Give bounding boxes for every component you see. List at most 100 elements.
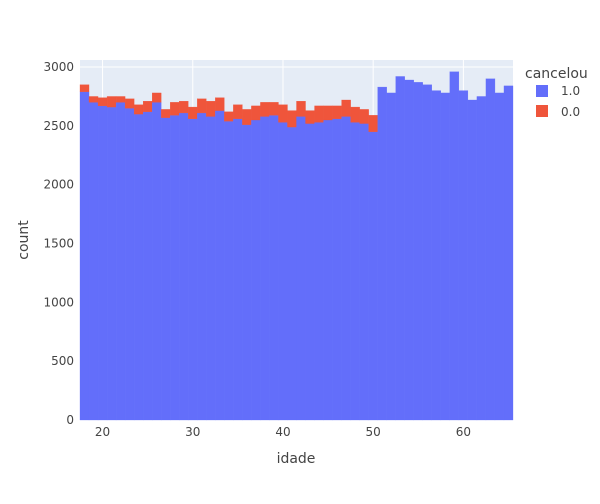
bar-1-0-age-34[interactable] bbox=[224, 121, 234, 421]
bar-0-0-age-28[interactable] bbox=[170, 102, 180, 116]
legend-swatch-1 bbox=[536, 85, 548, 97]
bar-0-0-age-25[interactable] bbox=[142, 101, 153, 112]
x-tick-label: 50 bbox=[366, 425, 381, 439]
bar-0-0-age-29[interactable] bbox=[179, 101, 189, 114]
bar-0-0-age-18[interactable] bbox=[79, 84, 90, 92]
bar-1-0-age-40[interactable] bbox=[278, 122, 288, 421]
bar-1-0-age-60[interactable] bbox=[458, 90, 469, 421]
bar-1-0-age-37[interactable] bbox=[251, 119, 261, 421]
bar-0-0-age-26[interactable] bbox=[152, 92, 162, 103]
bar-1-0-age-27[interactable] bbox=[161, 117, 171, 421]
bar-1-0-age-19[interactable] bbox=[88, 102, 99, 421]
legend-label-0: 0.0 bbox=[561, 105, 580, 119]
bar-1-0-age-32[interactable] bbox=[206, 116, 216, 421]
bar-0-0-age-31[interactable] bbox=[197, 98, 207, 114]
y-axis-title: count bbox=[16, 220, 32, 260]
bar-1-0-age-65[interactable] bbox=[503, 85, 514, 421]
bar-0-0-age-45[interactable] bbox=[323, 105, 333, 121]
legend-item-0[interactable]: 0.0 bbox=[536, 105, 580, 119]
bar-0-0-age-22[interactable] bbox=[115, 96, 126, 103]
bar-0-0-age-21[interactable] bbox=[106, 96, 117, 108]
bar-1-0-age-26[interactable] bbox=[152, 102, 162, 421]
y-tick-label: 2500 bbox=[43, 119, 74, 133]
bar-0-0-age-38[interactable] bbox=[260, 102, 270, 117]
bar-0-0-age-50[interactable] bbox=[368, 115, 378, 132]
bar-1-0-age-23[interactable] bbox=[124, 108, 135, 421]
bar-1-0-age-62[interactable] bbox=[476, 96, 487, 421]
bar-1-0-age-43[interactable] bbox=[305, 123, 315, 421]
x-axis-title: idade bbox=[277, 451, 316, 467]
bar-1-0-age-46[interactable] bbox=[332, 118, 342, 421]
bar-1-0-age-24[interactable] bbox=[133, 113, 144, 421]
bar-1-0-age-55[interactable] bbox=[413, 82, 423, 421]
bar-1-0-age-52[interactable] bbox=[386, 92, 396, 421]
y-tick-labels: 0 500 1000 1500 2000 2500 3000 bbox=[43, 60, 74, 427]
bar-0-0-age-19[interactable] bbox=[88, 96, 99, 103]
bar-1-0-age-35[interactable] bbox=[233, 118, 243, 421]
bar-0-0-age-44[interactable] bbox=[314, 105, 324, 123]
bar-1-0-age-29[interactable] bbox=[179, 112, 189, 421]
bar-1-0-age-63[interactable] bbox=[485, 78, 496, 421]
bar-0-0-age-37[interactable] bbox=[251, 105, 261, 121]
bar-0-0-age-27[interactable] bbox=[161, 109, 171, 118]
bar-0-0-age-46[interactable] bbox=[332, 105, 342, 119]
bar-0-0-age-24[interactable] bbox=[133, 104, 144, 115]
bar-1-0-age-49[interactable] bbox=[359, 123, 369, 421]
bar-0-0-age-41[interactable] bbox=[287, 110, 297, 128]
bar-1-0-age-53[interactable] bbox=[395, 76, 405, 421]
bar-1-0-age-44[interactable] bbox=[314, 122, 324, 421]
bar-1-0-age-42[interactable] bbox=[296, 116, 306, 421]
bar-1-0-age-36[interactable] bbox=[242, 124, 252, 421]
bar-1-0-age-47[interactable] bbox=[341, 116, 351, 421]
bar-0-0-age-48[interactable] bbox=[350, 106, 360, 123]
bar-0-0-age-20[interactable] bbox=[97, 97, 108, 107]
bars bbox=[79, 71, 514, 421]
bar-1-0-age-25[interactable] bbox=[142, 111, 153, 421]
bar-1-0-age-61[interactable] bbox=[467, 99, 478, 421]
bar-0-0-age-39[interactable] bbox=[269, 102, 279, 116]
bar-0-0-age-36[interactable] bbox=[242, 109, 252, 125]
bar-0-0-age-43[interactable] bbox=[305, 110, 315, 124]
legend-item-1[interactable]: 1.0 bbox=[536, 84, 580, 98]
bar-0-0-age-23[interactable] bbox=[124, 98, 135, 109]
bar-0-0-age-47[interactable] bbox=[341, 99, 351, 117]
bar-1-0-age-45[interactable] bbox=[323, 119, 333, 421]
x-tick-label: 20 bbox=[95, 425, 110, 439]
bar-1-0-age-56[interactable] bbox=[422, 84, 432, 421]
y-tick-label: 2000 bbox=[43, 178, 74, 192]
bar-1-0-age-54[interactable] bbox=[404, 79, 414, 421]
bar-1-0-age-50[interactable] bbox=[368, 131, 378, 421]
bar-1-0-age-64[interactable] bbox=[494, 92, 505, 421]
bar-1-0-age-22[interactable] bbox=[115, 102, 126, 421]
bar-1-0-age-51[interactable] bbox=[377, 86, 387, 421]
legend: cancelou 1.0 0.0 bbox=[525, 66, 588, 119]
bar-0-0-age-49[interactable] bbox=[359, 109, 369, 124]
bar-0-0-age-32[interactable] bbox=[206, 101, 216, 117]
bar-0-0-age-34[interactable] bbox=[224, 111, 234, 122]
bar-0-0-age-40[interactable] bbox=[278, 104, 288, 123]
bar-1-0-age-41[interactable] bbox=[287, 126, 297, 421]
y-tick-label: 500 bbox=[51, 354, 74, 368]
bar-1-0-age-39[interactable] bbox=[269, 115, 279, 421]
legend-swatch-0 bbox=[536, 105, 548, 117]
bar-1-0-age-21[interactable] bbox=[106, 106, 117, 421]
bar-1-0-age-28[interactable] bbox=[170, 115, 180, 421]
bar-0-0-age-33[interactable] bbox=[215, 97, 225, 111]
bar-1-0-age-59[interactable] bbox=[449, 71, 460, 421]
bar-1-0-age-58[interactable] bbox=[440, 92, 451, 421]
bar-0-0-age-35[interactable] bbox=[233, 104, 243, 119]
bar-1-0-age-38[interactable] bbox=[260, 116, 270, 421]
bar-1-0-age-30[interactable] bbox=[188, 118, 198, 421]
y-tick-label: 1500 bbox=[43, 237, 74, 251]
bar-1-0-age-18[interactable] bbox=[79, 91, 90, 421]
x-tick-label: 40 bbox=[275, 425, 290, 439]
bar-0-0-age-30[interactable] bbox=[188, 106, 198, 119]
bar-1-0-age-48[interactable] bbox=[350, 122, 360, 421]
bar-1-0-age-20[interactable] bbox=[97, 105, 108, 421]
bar-0-0-age-42[interactable] bbox=[296, 101, 306, 117]
bar-1-0-age-57[interactable] bbox=[431, 90, 441, 421]
bar-1-0-age-33[interactable] bbox=[215, 110, 225, 421]
legend-title: cancelou bbox=[525, 66, 588, 82]
bar-1-0-age-31[interactable] bbox=[197, 112, 207, 421]
